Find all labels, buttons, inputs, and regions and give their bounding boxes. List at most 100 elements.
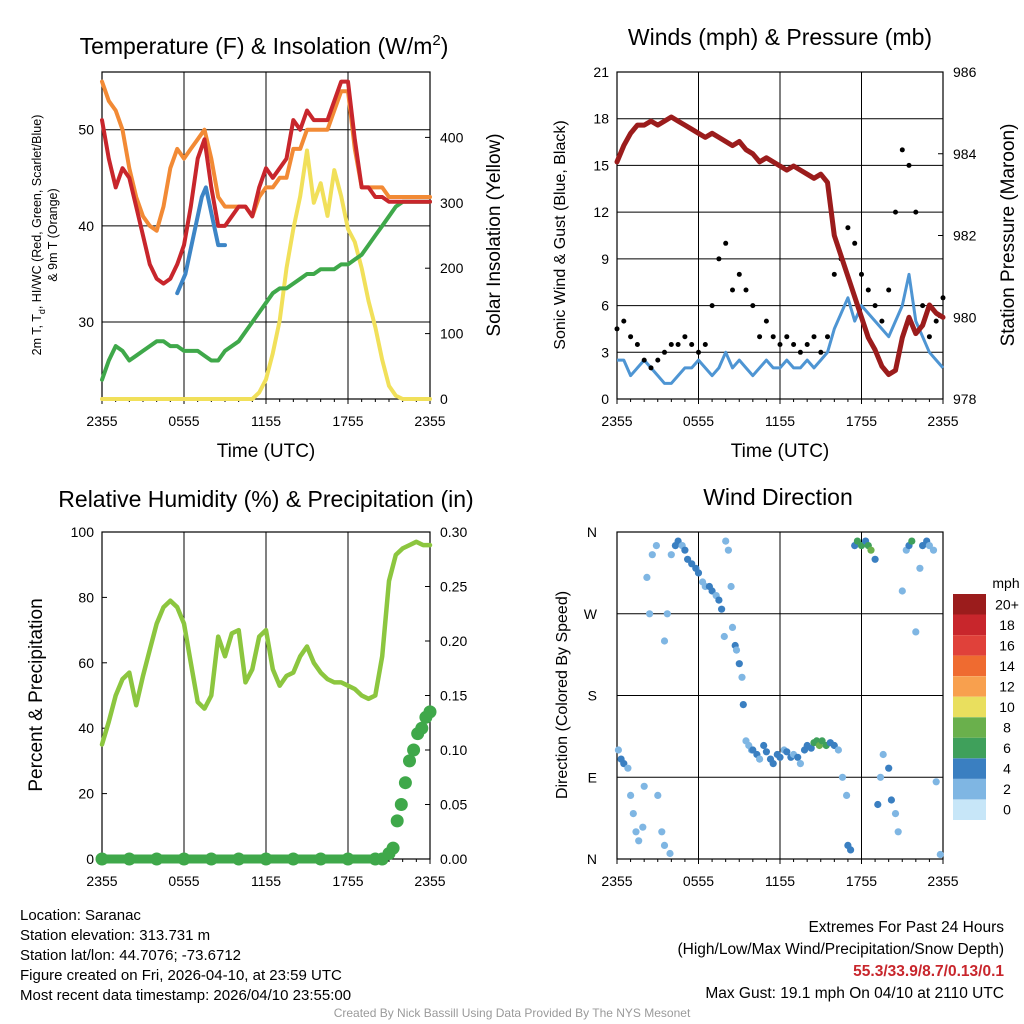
y2-tick-label: 982	[953, 228, 977, 244]
gust-point	[784, 334, 790, 340]
wind-dir-point	[640, 782, 648, 790]
y2-tick-label: 0.25	[440, 579, 467, 595]
y-tick-label: 6	[601, 298, 609, 314]
gust-point	[797, 349, 803, 355]
y2-tick-label: 980	[953, 309, 977, 325]
gust-point	[920, 303, 926, 309]
gust-point	[689, 342, 695, 347]
x-tick-label: 1755	[332, 873, 363, 889]
wind-dir-point	[635, 837, 643, 845]
x-tick-label: 2355	[927, 413, 958, 429]
colorbar-swatch	[953, 696, 986, 718]
extremes-box: Extremes For Past 24 Hours (High/Low/Max…	[678, 917, 1005, 1005]
precip-point	[341, 852, 355, 866]
wind-dir-point	[722, 537, 730, 545]
chart-title: Wind Direction	[703, 484, 853, 510]
series-heat-index-wind-chill	[175, 185, 227, 296]
x-tick-label: 0555	[683, 413, 714, 429]
wind-dir-point	[929, 546, 938, 554]
wind-dir-point	[667, 551, 675, 559]
gust-point	[763, 318, 769, 324]
wind-dir-point	[874, 800, 882, 809]
gust-point	[859, 271, 864, 277]
gust-point	[641, 357, 647, 363]
y-tick-label: 60	[78, 655, 94, 671]
precip-point	[259, 852, 273, 866]
gust-point	[845, 225, 851, 231]
colorbar-swatch	[953, 614, 986, 635]
wind-dir-point	[728, 623, 737, 632]
wind-dir-point	[887, 796, 896, 804]
x-tick-label: 0555	[168, 413, 199, 429]
precip-point	[232, 852, 246, 866]
y-axis-label: 2m T, Td, HI/WC (Red, Green, Scarlet/Blu…	[30, 115, 47, 356]
figure-created: Figure created on Fri, 2026-04-10, at 23…	[20, 967, 342, 984]
x-tick-label: 2355	[601, 413, 632, 429]
gust-point	[675, 342, 681, 347]
wind-dir-point	[916, 564, 924, 572]
gust-point	[750, 303, 756, 309]
precip-point	[204, 852, 218, 866]
x-tick-label: 1755	[846, 873, 877, 889]
extremes-values: 55.3/33.9/8.7/0.13/0.1	[853, 963, 1004, 980]
gust-point	[682, 334, 688, 340]
credit-line: Created By Nick Bassill Using Data Provi…	[333, 1006, 691, 1020]
wind-dir-point	[660, 841, 669, 850]
precip-point	[390, 814, 404, 828]
wind-dir-point	[663, 610, 671, 618]
colorbar-swatch	[953, 655, 986, 677]
wind-dir-point	[735, 660, 743, 668]
x-tick-label: 1755	[846, 413, 877, 429]
gust-point	[926, 334, 932, 340]
x-tick-label: 1155	[765, 413, 795, 429]
wind-dir-point	[620, 760, 628, 768]
y-tick-label: 3	[601, 344, 609, 360]
gust-point	[893, 209, 898, 215]
y2-tick-label: 0	[440, 391, 448, 407]
gust-point	[628, 334, 634, 340]
gust-point	[899, 147, 905, 153]
y2-tick-label: 100	[440, 326, 464, 342]
precip-point	[415, 721, 429, 735]
extremes-subtitle: (High/Low/Max Wind/Precipitation/Snow De…	[677, 941, 1005, 958]
x-tick-label: 2355	[927, 873, 958, 889]
gust-point	[777, 342, 783, 347]
x-tick-label: 1755	[332, 413, 363, 429]
wind-dir-point	[936, 850, 944, 859]
y-tick-label: 0	[86, 851, 94, 867]
precip-point	[150, 852, 164, 866]
wind-dir-point	[718, 605, 726, 613]
y2-axis-label: Solar Insolation (Yellow)	[484, 133, 505, 336]
precip-point	[122, 852, 136, 866]
wind-dir-point	[794, 753, 802, 761]
series-relative-humidity	[99, 539, 433, 747]
gust-point	[668, 342, 674, 347]
colorbar-swatch	[953, 737, 986, 759]
colorbar-swatch	[953, 799, 986, 820]
precip-point	[286, 852, 300, 866]
y2-tick-label: 400	[440, 129, 464, 145]
wind-dir-point	[776, 753, 784, 761]
series-dew-point	[100, 199, 432, 382]
wind-dir-point	[891, 810, 900, 818]
colorbar-swatch	[953, 676, 986, 697]
precip-point	[423, 705, 437, 719]
wind-dir-point	[727, 582, 735, 591]
series-2m-t	[100, 79, 432, 286]
wind-dir-point	[769, 760, 777, 768]
x-tick-label: 2355	[414, 413, 445, 429]
x-tick-label: 1155	[251, 413, 281, 429]
y-axis-label-line2: & 9m T (Orange)	[46, 188, 60, 281]
gust-point	[791, 342, 797, 347]
colorbar-label: 8	[1003, 720, 1011, 736]
wind-dir-point	[756, 755, 764, 763]
wind-dir-point	[654, 791, 662, 800]
x-axis-label: Time (UTC)	[731, 441, 830, 462]
wind-dir-point	[708, 587, 716, 595]
y-axis-label: Sonic Wind & Gust (Blue, Black)	[552, 120, 569, 349]
wind-dir-point	[694, 569, 703, 577]
gust-point	[811, 334, 817, 340]
wind-dir-point	[666, 849, 674, 858]
wind-dir-point	[847, 846, 855, 854]
wind-dir-point	[807, 744, 815, 752]
